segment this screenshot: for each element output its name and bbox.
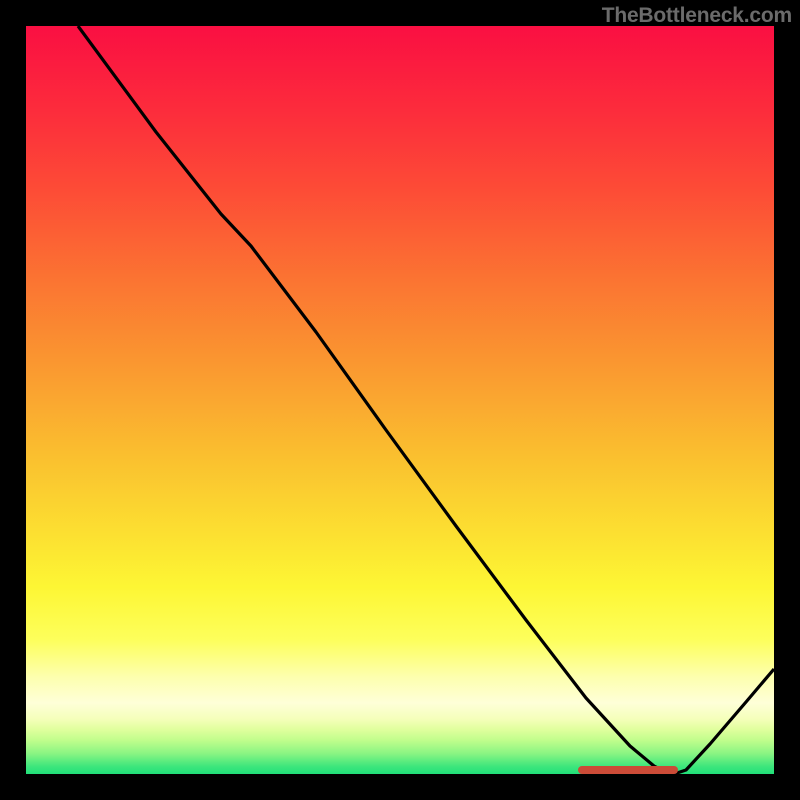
watermark-text: TheBottleneck.com xyxy=(602,4,792,28)
watermark-label: TheBottleneck.com xyxy=(602,4,792,27)
minimum-marker xyxy=(578,766,678,774)
chart-container: TheBottleneck.com xyxy=(0,0,800,800)
bottleneck-curve xyxy=(78,26,774,774)
plot-area xyxy=(26,26,774,774)
curve-layer xyxy=(26,26,774,774)
